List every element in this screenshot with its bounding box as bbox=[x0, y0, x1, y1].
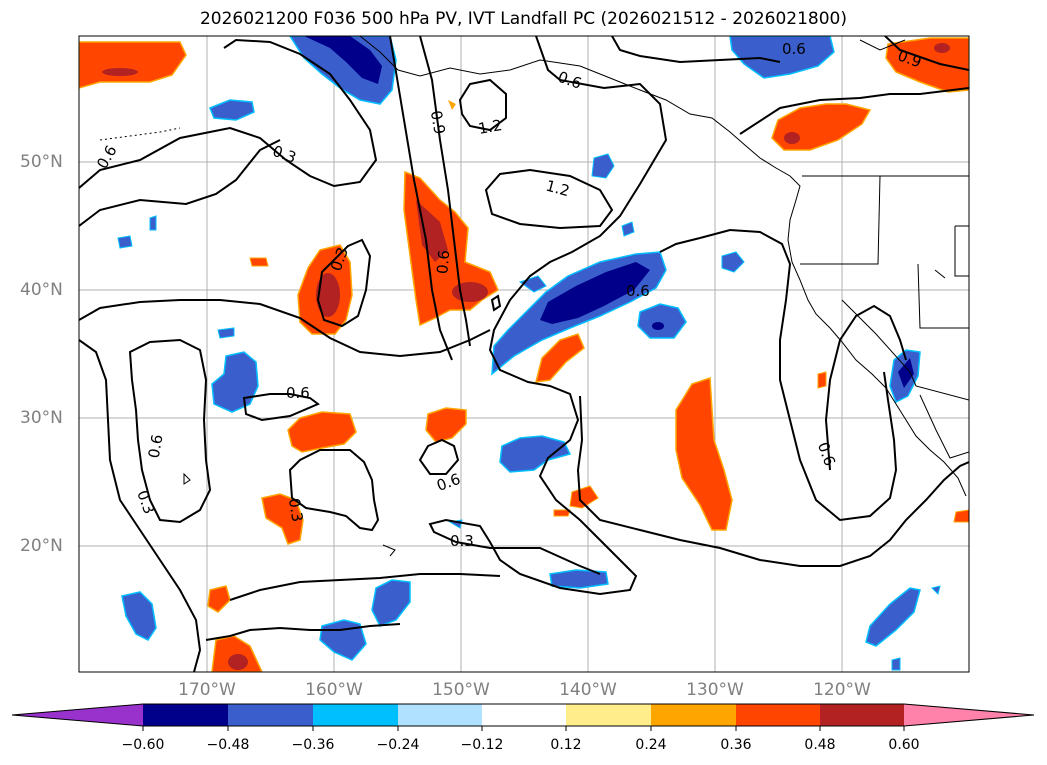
colorbar-tick-label: 0.24 bbox=[635, 737, 667, 753]
map-frame bbox=[78, 35, 970, 673]
contour-label: 0.3 bbox=[450, 532, 474, 550]
colorbar-tick-label: −0.12 bbox=[460, 737, 504, 753]
colorbar-swatch bbox=[313, 704, 398, 726]
map-title: 2026021200 F036 500 hPa PV, IVT Landfall… bbox=[199, 9, 847, 29]
contour-label: 0.6 bbox=[782, 40, 806, 58]
lon-label: 150°W bbox=[432, 680, 490, 700]
colorbar-swatch bbox=[143, 704, 228, 726]
colorbar bbox=[11, 703, 1035, 731]
colorbar-tick-label: 0.12 bbox=[550, 737, 582, 753]
contour-label: 0.3 bbox=[285, 497, 307, 524]
colorbar-swatch bbox=[566, 704, 651, 726]
colorbar-swatch bbox=[736, 704, 820, 726]
colorbar-tick-label: −0.60 bbox=[121, 737, 165, 753]
lon-label: 170°W bbox=[178, 680, 236, 700]
colorbar-swatch bbox=[482, 704, 566, 726]
lon-label: 160°W bbox=[305, 680, 363, 700]
contour-label: 0.6 bbox=[145, 433, 167, 460]
lon-label: 140°W bbox=[559, 680, 617, 700]
colorbar-tick-label: 0.48 bbox=[804, 737, 836, 753]
colorbar-extend-min bbox=[12, 704, 143, 726]
colorbar-tick-label: 0.60 bbox=[888, 737, 920, 753]
colorbar-tick-label: −0.36 bbox=[291, 737, 335, 753]
contour-label: 1.2 bbox=[544, 177, 572, 201]
pv-contours bbox=[79, 36, 969, 672]
colorbar-swatch bbox=[228, 704, 313, 726]
colorbar-tick-label: 0.36 bbox=[720, 737, 752, 753]
colorbar-swatch bbox=[651, 704, 736, 726]
lon-label: 130°W bbox=[686, 680, 744, 700]
contour-label: 0.9 bbox=[427, 109, 449, 136]
lat-label: 20°N bbox=[20, 536, 63, 556]
coastlines bbox=[99, 36, 969, 557]
colorbar-tick-label: −0.24 bbox=[376, 737, 420, 753]
contour-label: 1.2 bbox=[477, 116, 504, 138]
colorbar-swatch bbox=[398, 704, 482, 726]
contour-label: 0.6 bbox=[626, 282, 650, 300]
colorbar-extend-max bbox=[904, 704, 1034, 726]
gridlines bbox=[79, 36, 969, 672]
colorbar-tick-label: −0.48 bbox=[206, 737, 250, 753]
contour-label: 0.6 bbox=[286, 384, 310, 402]
pv-positive-shading bbox=[79, 37, 969, 672]
colorbar-swatch bbox=[820, 704, 904, 726]
lat-label: 30°N bbox=[20, 408, 63, 428]
lat-label: 50°N bbox=[20, 152, 63, 172]
lon-label: 120°W bbox=[813, 680, 871, 700]
lat-label: 40°N bbox=[20, 280, 63, 300]
contour-label: 0.6 bbox=[433, 249, 453, 274]
